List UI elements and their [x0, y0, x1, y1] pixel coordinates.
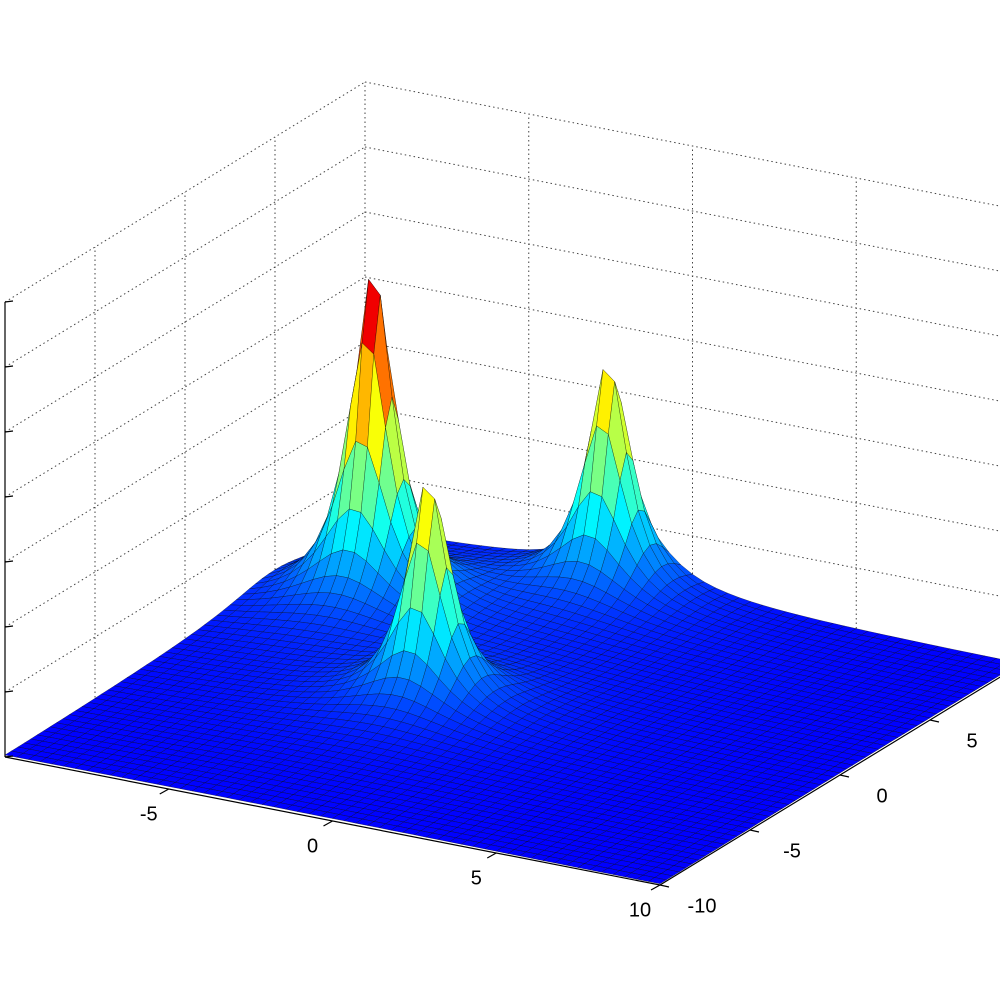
x-tick	[650, 884, 661, 891]
y-tick	[929, 719, 940, 723]
grid-line	[364, 81, 1000, 207]
x-tick	[323, 820, 333, 827]
y-tick	[659, 884, 670, 888]
grid-line	[364, 211, 1000, 337]
grid-line	[4, 81, 366, 303]
z-tick	[4, 690, 14, 693]
x-tick-label: -5	[140, 803, 158, 825]
grid-line	[364, 471, 1000, 597]
x-tick	[486, 852, 497, 859]
y-tick-label: 5	[966, 730, 977, 752]
grid-line	[4, 211, 366, 433]
grid-line	[4, 406, 366, 628]
z-tick	[4, 300, 14, 303]
grid-line	[4, 146, 366, 368]
z-tick	[4, 430, 14, 433]
y-tick-label: -10	[688, 895, 717, 917]
grid-line	[4, 276, 366, 498]
y-tick	[839, 774, 850, 778]
z-tick	[4, 625, 14, 628]
grid-line	[4, 341, 366, 563]
y-tick-label: 0	[876, 785, 887, 807]
z-tick	[4, 560, 14, 563]
x-tick-label: 5	[471, 867, 482, 889]
z-tick	[4, 365, 14, 368]
surface	[4, 278, 1000, 884]
y-tick-label: -5	[783, 840, 801, 862]
surface-cell	[647, 877, 667, 884]
x-tick-label: 0	[307, 835, 318, 857]
x-tick	[159, 788, 170, 795]
z-tick	[4, 755, 14, 758]
grid-line	[364, 276, 1000, 402]
grid-line	[364, 146, 1000, 272]
y-tick	[749, 829, 760, 833]
grid-line	[364, 341, 1000, 467]
grid-line	[4, 471, 366, 693]
grid-line	[364, 406, 1000, 532]
z-tick	[4, 495, 14, 498]
x-tick-label: 10	[629, 899, 651, 921]
